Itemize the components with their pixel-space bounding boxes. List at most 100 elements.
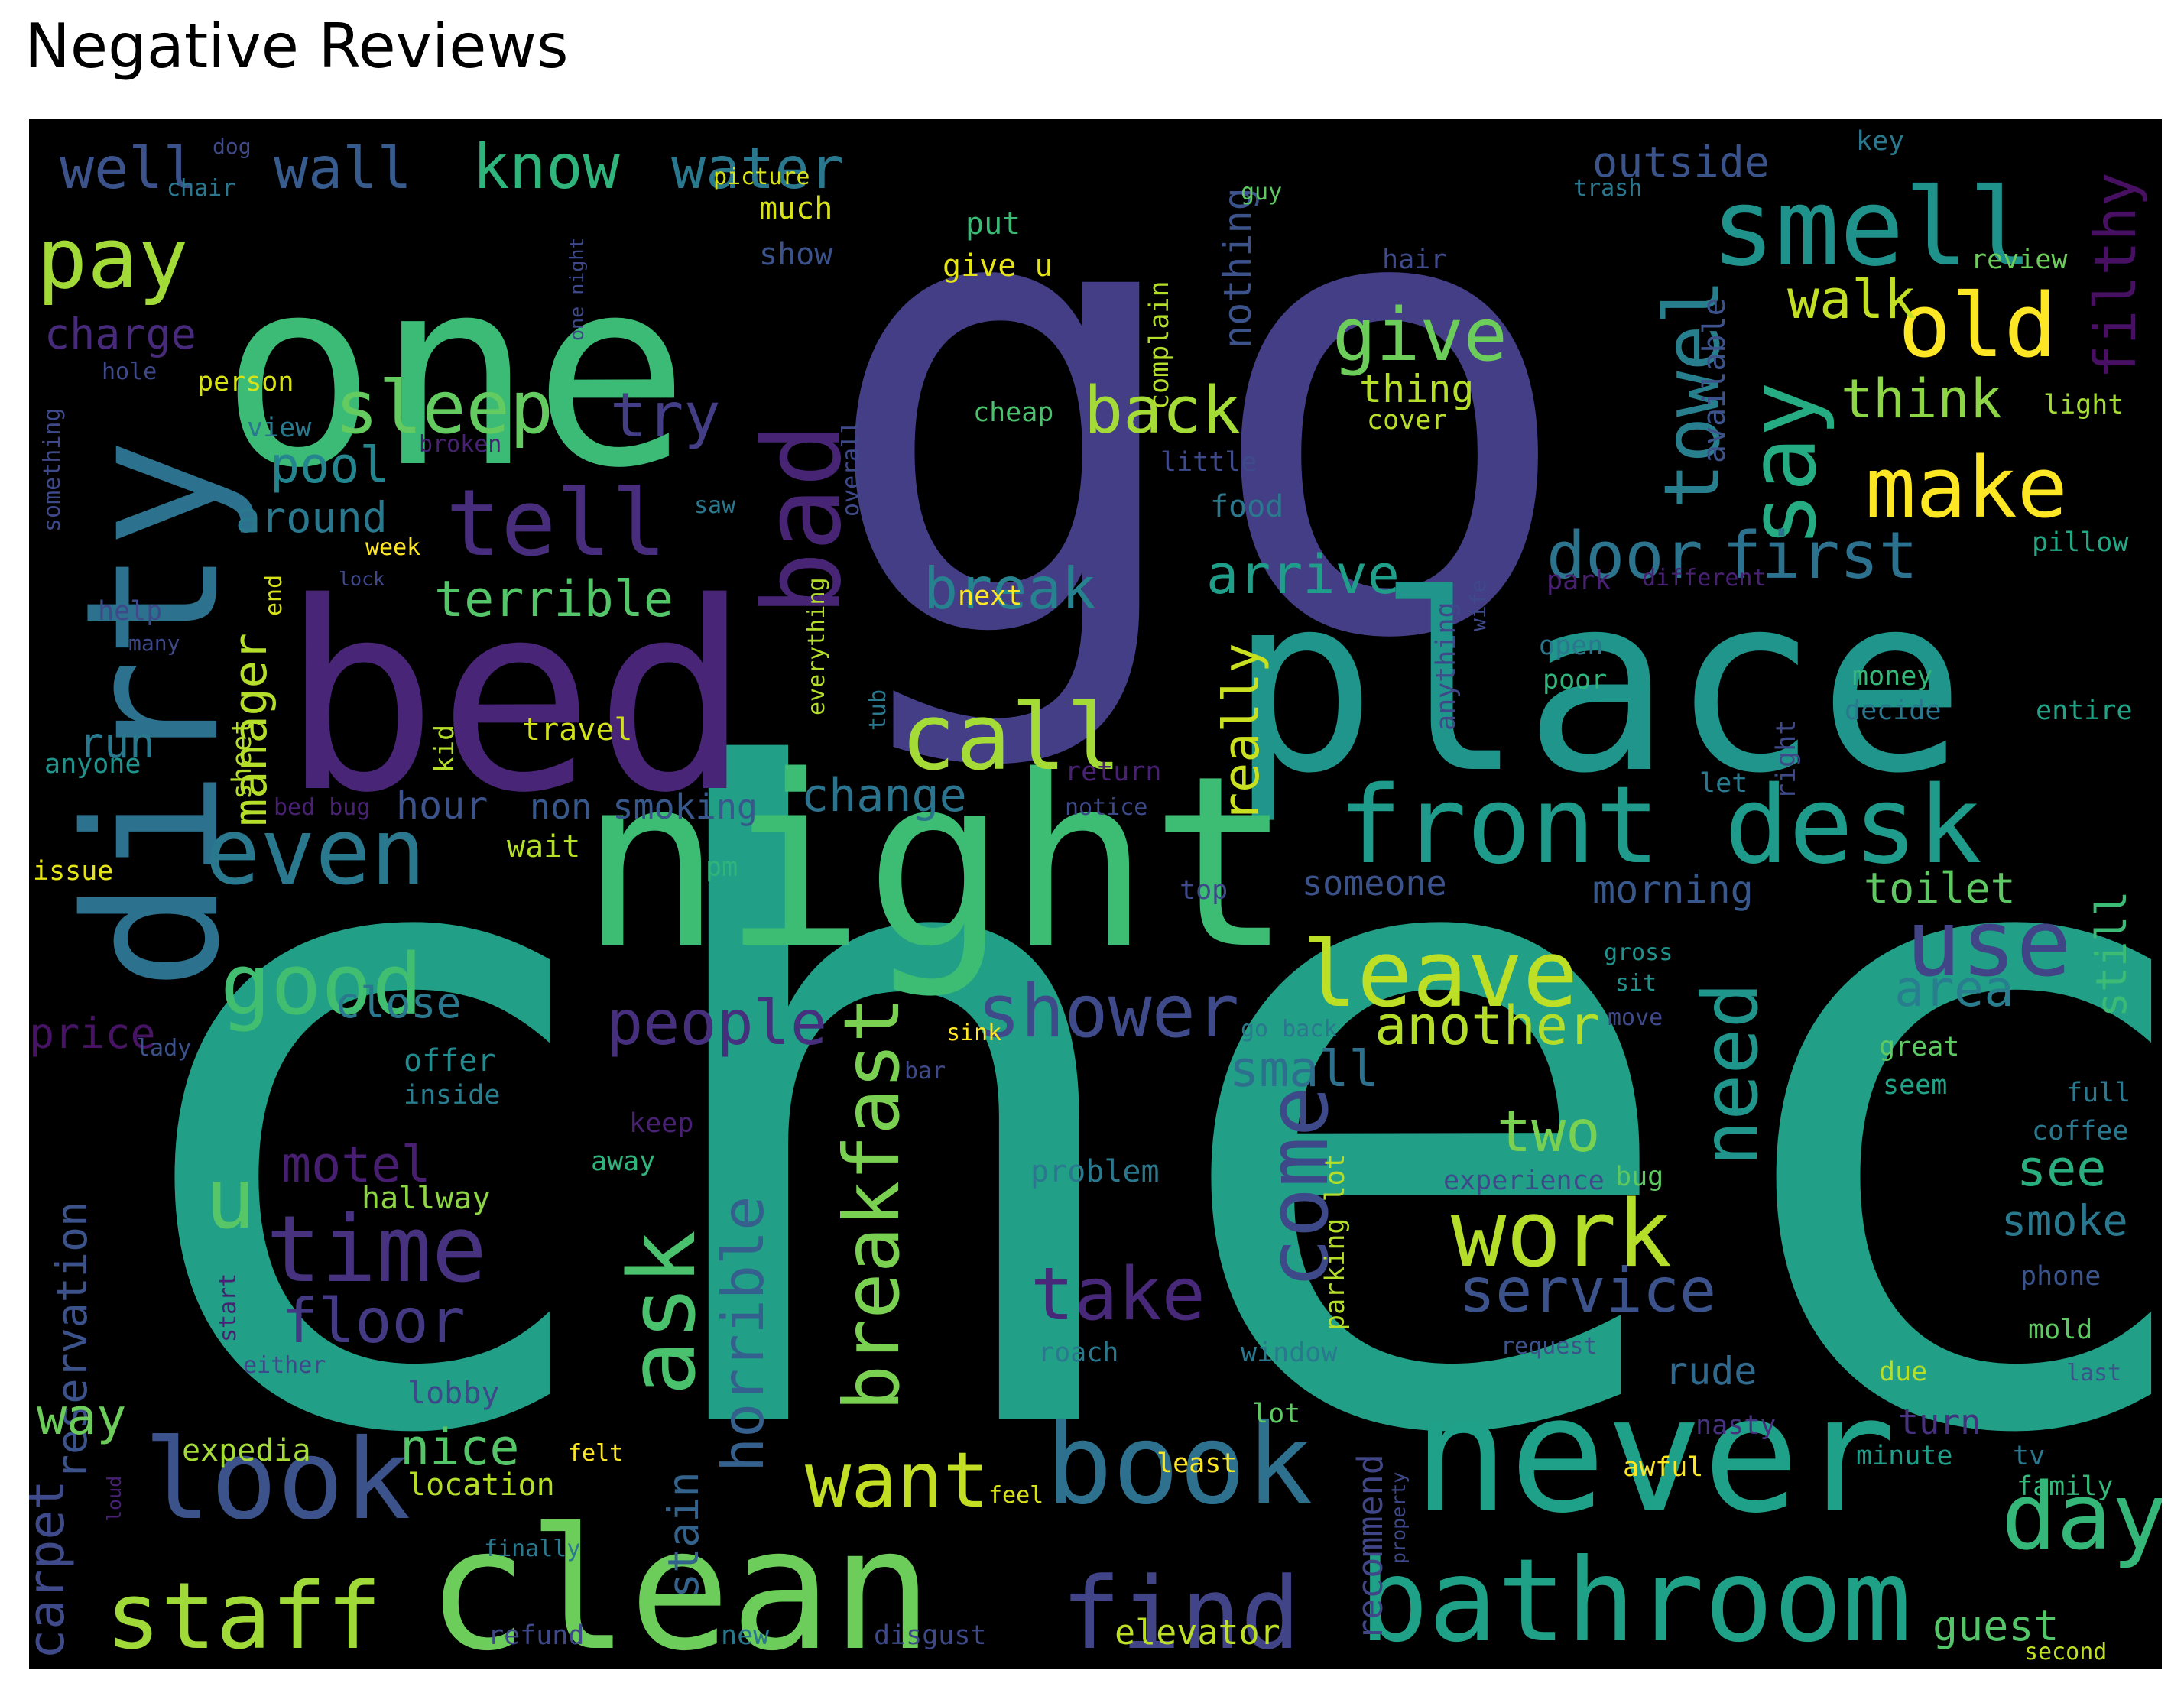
word-last: last: [2066, 1360, 2121, 1387]
word-notice: notice: [1065, 794, 1147, 821]
word-really: really: [1213, 643, 1270, 822]
word-one: one: [220, 222, 690, 525]
word-guest: guest: [1932, 1601, 2059, 1650]
word-front-desk: front desk: [1338, 764, 1982, 888]
word-roach: roach: [1038, 1338, 1118, 1368]
word-night: night: [579, 725, 1293, 1001]
word-well: well: [60, 135, 198, 202]
word-coffee: coffee: [2032, 1116, 2128, 1147]
word-break: break: [923, 555, 1096, 622]
word-smell: smell: [1711, 166, 2033, 290]
word-wall: wall: [274, 135, 412, 202]
word-find: find: [1061, 1555, 1300, 1669]
word-door: door: [1546, 518, 1703, 594]
word-another: another: [1374, 994, 1600, 1057]
word-pay: pay: [37, 209, 189, 307]
word-change: change: [801, 769, 967, 822]
word-nothing: nothing: [1215, 187, 1260, 349]
word-put: put: [965, 206, 1021, 242]
word-next: next: [958, 581, 1022, 611]
word-bug: bug: [1615, 1162, 1663, 1192]
word-check: check: [90, 595, 2162, 1628]
word-thing: thing: [1359, 367, 1475, 411]
word-minute: minute: [1856, 1441, 1952, 1471]
word-area: area: [1894, 961, 2014, 1018]
word-due: due: [1879, 1357, 1927, 1387]
word-lock: lock: [339, 568, 385, 590]
word-broken: broken: [419, 431, 501, 458]
word-kid: kid: [430, 725, 460, 773]
word-first: first: [1722, 518, 1918, 594]
word-sheet: sheet: [227, 719, 258, 799]
word-stain: stain: [659, 1471, 708, 1598]
word-look: look: [144, 1416, 411, 1545]
word-think: think: [1841, 368, 2002, 430]
word-available: available: [1697, 297, 1732, 463]
word-elevator: elevator: [1115, 1612, 1280, 1652]
word-good: good: [220, 936, 423, 1033]
word-bathroom: bathroom: [1359, 1535, 1911, 1668]
word-open: open: [1539, 631, 1603, 661]
word-price: price: [29, 1009, 156, 1058]
word-work: work: [1451, 1182, 1672, 1288]
word-sink: sink: [946, 1020, 1001, 1046]
word-horrible: horrible: [709, 1196, 777, 1472]
word-saw: saw: [694, 492, 736, 519]
word-make: make: [1865, 439, 2068, 537]
word-say: say: [1731, 381, 1837, 547]
word-outside: outside: [1592, 138, 1770, 186]
word-time: time: [266, 1197, 487, 1303]
word-everything: everything: [803, 577, 830, 715]
word-carpet: carpet: [29, 1480, 76, 1659]
word-anyone: anyone: [44, 749, 141, 780]
word-end: end: [261, 575, 287, 616]
word-awful: awful: [1623, 1452, 1703, 1483]
word-second: second: [2024, 1639, 2107, 1665]
word-hour: hour: [396, 783, 488, 828]
word-full: full: [2066, 1078, 2130, 1108]
word-two: two: [1497, 1098, 1600, 1165]
word-request: request: [1501, 1333, 1597, 1360]
word-location: location: [407, 1468, 555, 1503]
word-tub: tub: [865, 689, 891, 731]
word-top: top: [1180, 875, 1228, 906]
word-problem: problem: [1030, 1154, 1160, 1189]
word-property: property: [1387, 1472, 1410, 1564]
word-overall: overall: [838, 420, 865, 517]
word-seem: seem: [1883, 1070, 1947, 1101]
word-reservation: reservation: [47, 1202, 96, 1480]
word-take: take: [1030, 1253, 1206, 1337]
word-place: place: [1229, 543, 1965, 827]
word-people: people: [606, 988, 827, 1059]
word-keep: keep: [629, 1108, 693, 1139]
word-need: need: [1686, 982, 1775, 1166]
word-charge: charge: [44, 310, 196, 358]
cloud-background: [29, 119, 2162, 1669]
word-return: return: [1065, 757, 1161, 787]
word-someone: someone: [1302, 863, 1447, 903]
word-day: day: [2001, 1464, 2162, 1571]
word-show: show: [759, 237, 833, 272]
word-week: week: [365, 534, 420, 561]
word-wait: wait: [507, 829, 580, 864]
word-know: know: [472, 131, 620, 203]
word-person: person: [197, 367, 294, 397]
word-start: start: [215, 1273, 242, 1342]
word-around: around: [235, 493, 388, 542]
word-filthy: filthy: [2082, 172, 2149, 379]
word-right: right: [1771, 719, 1802, 799]
word-key: key: [1856, 126, 1904, 157]
word-complain: complain: [1144, 281, 1175, 410]
word-morning: morning: [1592, 868, 1754, 912]
word-bed-bug: bed bug: [274, 794, 370, 821]
word-new: new: [721, 1620, 770, 1651]
word-try: try: [610, 380, 721, 451]
word-non-smoking: non smoking: [530, 786, 758, 827]
word-floor: floor: [281, 1286, 466, 1357]
word-window: window: [1241, 1338, 1338, 1368]
word-run: run: [79, 718, 154, 767]
word-still: still: [2087, 890, 2136, 1017]
word-bad: bad: [741, 423, 865, 616]
